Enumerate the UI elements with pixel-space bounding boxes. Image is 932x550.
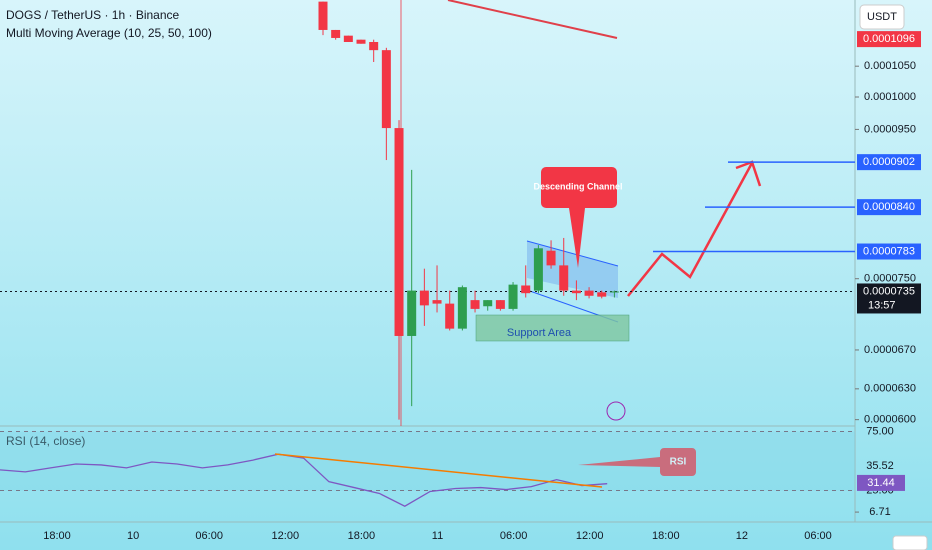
candle-body bbox=[470, 300, 480, 309]
channel-callout bbox=[541, 167, 617, 268]
candle-body bbox=[318, 1, 328, 30]
projection-arrow bbox=[627, 162, 754, 297]
candle-body bbox=[331, 29, 341, 38]
time-label: 18:00 bbox=[348, 530, 376, 542]
price-level-label: 0.0000735 bbox=[863, 285, 915, 297]
channel-label: Descending Channel bbox=[533, 181, 622, 191]
rsi-tick-label: 6.71 bbox=[869, 506, 890, 518]
rsi-tick-label: 75.00 bbox=[866, 425, 894, 437]
time-label: 06:00 bbox=[500, 530, 528, 542]
candle-body bbox=[533, 248, 543, 291]
lightning-icon[interactable] bbox=[606, 401, 626, 421]
candle-body bbox=[483, 300, 493, 307]
candle-body bbox=[495, 300, 505, 309]
rsi-band bbox=[0, 431, 855, 491]
price-level-box bbox=[857, 154, 921, 171]
time-label: 12:00 bbox=[576, 530, 604, 542]
price-level-box bbox=[857, 199, 921, 216]
rsi-callout bbox=[578, 448, 696, 476]
candle-body bbox=[546, 250, 556, 266]
time-label: 06:00 bbox=[804, 530, 832, 542]
candle-body bbox=[343, 35, 353, 42]
price-level-box bbox=[857, 243, 921, 260]
candle-body bbox=[356, 39, 366, 44]
currency: USDT bbox=[867, 11, 897, 23]
price-level-label: 0.0000840 bbox=[863, 201, 915, 213]
candle-body bbox=[445, 303, 455, 329]
candle-body bbox=[432, 300, 442, 304]
rsi-callout-label: RSI bbox=[670, 457, 687, 468]
price-level-label: 0.0001096 bbox=[863, 33, 915, 45]
price-tick-label: 0.0000950 bbox=[864, 123, 916, 135]
price-tick-label: 0.0001000 bbox=[864, 91, 916, 103]
channel-top bbox=[526, 240, 619, 267]
candle-body bbox=[381, 50, 391, 129]
time-label: 12:00 bbox=[272, 530, 300, 542]
candle-body bbox=[394, 128, 404, 336]
price-level-label: 0.0000783 bbox=[863, 245, 915, 257]
price-tick-label: 0.0000600 bbox=[864, 414, 916, 426]
candle-body bbox=[521, 285, 531, 294]
time-label: 12 bbox=[736, 530, 748, 542]
currency-button[interactable] bbox=[859, 4, 905, 30]
trend-line bbox=[447, 0, 618, 39]
support-label: Support Area bbox=[507, 327, 572, 339]
indicator-title: Multi Moving Average (10, 25, 50, 100) bbox=[6, 26, 212, 40]
candle-body bbox=[369, 41, 379, 51]
price-tick-label: 0.0000750 bbox=[864, 273, 916, 285]
time-label: 06:00 bbox=[195, 530, 223, 542]
price-level-box bbox=[857, 283, 921, 314]
candle-body bbox=[457, 287, 467, 329]
time-label: 18:00 bbox=[652, 530, 680, 542]
rsi-divergence bbox=[274, 453, 603, 488]
candle-body bbox=[407, 290, 417, 336]
price-tick-label: 0.0001050 bbox=[864, 60, 916, 72]
time-label: 11 bbox=[432, 530, 443, 542]
rsi-line bbox=[0, 453, 608, 507]
candle-body bbox=[609, 291, 619, 293]
rsi-value-box bbox=[857, 474, 905, 491]
time-label: 18:00 bbox=[43, 530, 71, 542]
symbol-title: DOGS / TetherUS · 1h · Binance bbox=[6, 8, 180, 22]
time-label: 10 bbox=[127, 530, 139, 542]
candle-body bbox=[508, 284, 518, 309]
support-area bbox=[475, 314, 630, 342]
settings-button[interactable] bbox=[892, 535, 928, 550]
rsi-ma-label: 35.52 bbox=[866, 460, 894, 472]
price-level-label: 0.0000902 bbox=[863, 156, 915, 168]
price-tick-label: 0.0000670 bbox=[864, 344, 916, 356]
candle-body bbox=[584, 290, 594, 296]
price-level-box bbox=[857, 31, 921, 48]
countdown: 13:57 bbox=[868, 299, 896, 311]
candle-body bbox=[597, 292, 607, 297]
candle-body bbox=[571, 290, 581, 294]
price-tick-label: 0.0000630 bbox=[864, 383, 916, 395]
candle-body bbox=[559, 265, 569, 291]
rsi-value-label: 31.44 bbox=[867, 477, 895, 489]
candle-body bbox=[419, 290, 429, 306]
rsi-title: RSI (14, close) bbox=[6, 434, 85, 448]
